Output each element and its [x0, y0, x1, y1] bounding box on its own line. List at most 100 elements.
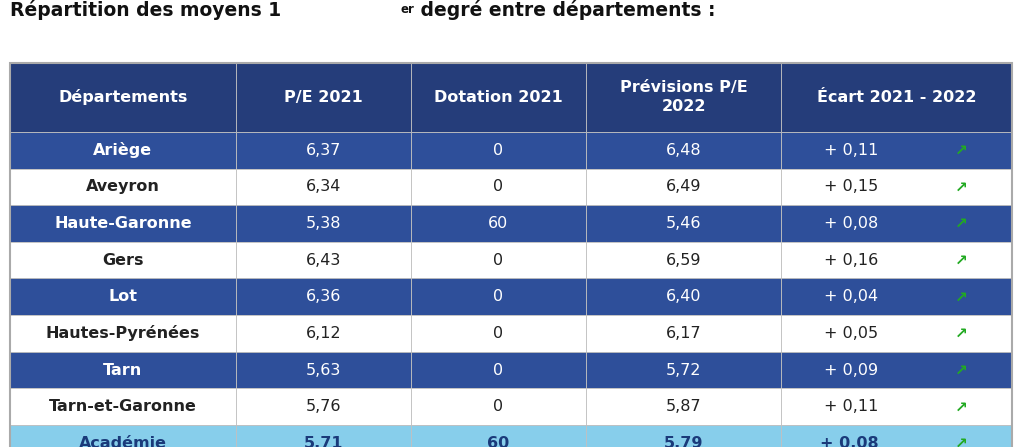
Text: Répartition des moyens 1: Répartition des moyens 1: [10, 0, 281, 20]
Bar: [411, 242, 587, 278]
Bar: [782, 315, 1012, 352]
Bar: [782, 352, 1012, 388]
Bar: [235, 169, 411, 205]
Bar: [411, 352, 587, 388]
Text: 5,72: 5,72: [666, 363, 701, 378]
Text: ↗: ↗: [955, 363, 968, 378]
Bar: [10, 242, 235, 278]
Bar: [782, 132, 1012, 169]
Text: Tarn-et-Garonne: Tarn-et-Garonne: [49, 399, 197, 414]
Bar: [411, 278, 587, 315]
Text: ↗: ↗: [955, 436, 968, 447]
Text: + 0,09: + 0,09: [824, 363, 878, 378]
Bar: [782, 63, 1012, 132]
Bar: [235, 425, 411, 447]
Bar: [235, 63, 411, 132]
Text: 5,87: 5,87: [666, 399, 701, 414]
Text: 6,40: 6,40: [666, 289, 701, 304]
Bar: [235, 352, 411, 388]
Bar: [10, 132, 235, 169]
Text: 6,34: 6,34: [306, 179, 341, 194]
Text: ↗: ↗: [955, 399, 968, 414]
Bar: [235, 242, 411, 278]
Text: 6,12: 6,12: [306, 326, 341, 341]
Bar: [587, 205, 782, 242]
Bar: [782, 242, 1012, 278]
Text: 6,48: 6,48: [666, 143, 701, 158]
Bar: [782, 425, 1012, 447]
Text: Aveyron: Aveyron: [86, 179, 159, 194]
Bar: [587, 63, 782, 132]
Text: 0: 0: [494, 289, 504, 304]
Text: 6,36: 6,36: [306, 289, 341, 304]
Text: 60: 60: [489, 216, 509, 231]
Text: 6,49: 6,49: [666, 179, 701, 194]
Text: ↗: ↗: [955, 143, 968, 158]
Text: Ariège: Ariège: [93, 142, 152, 158]
Text: 0: 0: [494, 143, 504, 158]
Bar: [235, 388, 411, 425]
Bar: [587, 425, 782, 447]
Text: + 0,05: + 0,05: [824, 326, 878, 341]
Text: P/E 2021: P/E 2021: [284, 90, 363, 105]
Bar: [587, 278, 782, 315]
Bar: [235, 132, 411, 169]
Bar: [782, 278, 1012, 315]
Bar: [587, 132, 782, 169]
Text: 0: 0: [494, 399, 504, 414]
Bar: [10, 205, 235, 242]
Text: ↗: ↗: [955, 179, 968, 194]
Bar: [10, 63, 235, 132]
Text: + 0,08: + 0,08: [820, 436, 878, 447]
Text: 0: 0: [494, 253, 504, 268]
Bar: [10, 278, 235, 315]
Bar: [587, 352, 782, 388]
Text: Gers: Gers: [102, 253, 144, 268]
Bar: [587, 315, 782, 352]
Text: degré entre départements :: degré entre départements :: [414, 0, 715, 20]
Bar: [10, 315, 235, 352]
Bar: [411, 205, 587, 242]
Text: + 0,08: + 0,08: [824, 216, 878, 231]
Text: 0: 0: [494, 363, 504, 378]
Text: 6,59: 6,59: [666, 253, 701, 268]
Text: 5,76: 5,76: [306, 399, 341, 414]
Text: Tarn: Tarn: [103, 363, 142, 378]
Bar: [782, 388, 1012, 425]
Text: + 0,11: + 0,11: [824, 143, 878, 158]
Text: ↗: ↗: [955, 253, 968, 268]
Bar: [10, 169, 235, 205]
Bar: [10, 63, 1012, 447]
Text: ↗: ↗: [955, 216, 968, 231]
Text: 5,46: 5,46: [666, 216, 701, 231]
Text: 6,37: 6,37: [306, 143, 341, 158]
Text: 0: 0: [494, 326, 504, 341]
Text: 6,17: 6,17: [666, 326, 701, 341]
Text: 5,71: 5,71: [304, 436, 343, 447]
Text: Haute-Garonne: Haute-Garonne: [54, 216, 192, 231]
Bar: [587, 169, 782, 205]
Bar: [587, 388, 782, 425]
Text: + 0,11: + 0,11: [824, 399, 878, 414]
Text: Lot: Lot: [108, 289, 137, 304]
Text: Hautes-Pyrénées: Hautes-Pyrénées: [46, 325, 200, 342]
Text: ↗: ↗: [955, 289, 968, 304]
Text: 60: 60: [487, 436, 510, 447]
Bar: [411, 132, 587, 169]
Text: Écart 2021 - 2022: Écart 2021 - 2022: [817, 90, 976, 105]
Bar: [411, 388, 587, 425]
Text: Départements: Départements: [58, 89, 188, 105]
Text: 0: 0: [494, 179, 504, 194]
Bar: [411, 169, 587, 205]
Text: 6,43: 6,43: [306, 253, 341, 268]
Text: + 0,04: + 0,04: [824, 289, 878, 304]
Text: er: er: [401, 3, 415, 16]
Text: ↗: ↗: [955, 326, 968, 341]
Bar: [235, 278, 411, 315]
Bar: [411, 425, 587, 447]
Bar: [411, 63, 587, 132]
Text: + 0,16: + 0,16: [824, 253, 878, 268]
Bar: [235, 205, 411, 242]
Bar: [10, 388, 235, 425]
Bar: [782, 205, 1012, 242]
